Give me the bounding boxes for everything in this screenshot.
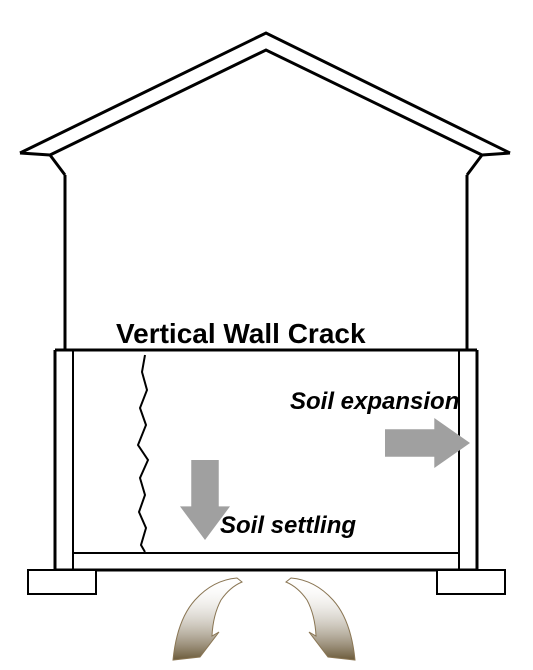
soil-expansion-label: Soil expansion [290,388,459,416]
diagram-title: Vertical Wall Crack [116,318,366,350]
footing-left [28,570,96,594]
vertical-crack [138,355,148,552]
soil-upheaval-right-icon [286,578,355,660]
soil-settling-label: Soil settling [220,512,356,540]
soil-expansion-arrow-icon [385,418,470,468]
footing-right [437,570,505,594]
roof-outline [20,33,510,175]
diagram-container: Vertical Wall Crack Soil expansion Soil … [0,0,533,665]
soil-upheaval-left-icon [173,578,242,660]
